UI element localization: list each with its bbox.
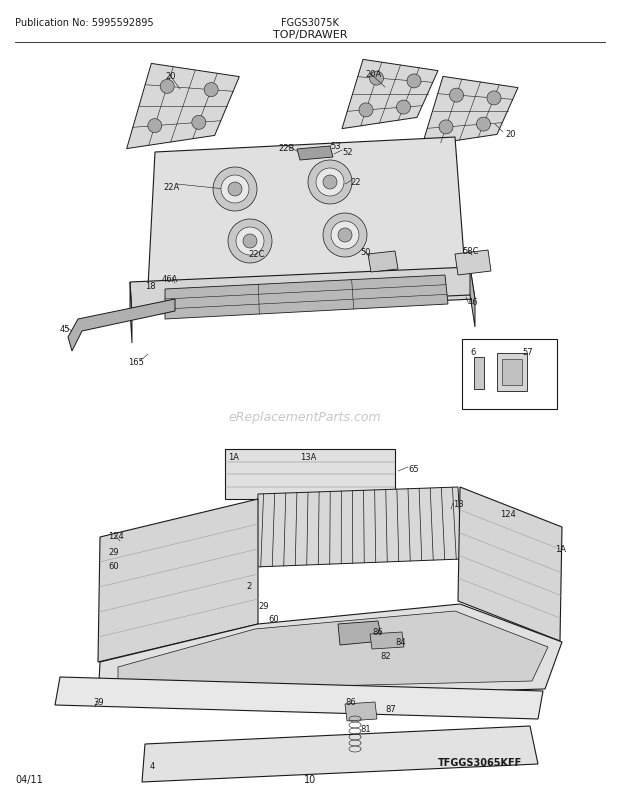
Circle shape: [192, 116, 206, 130]
Circle shape: [236, 228, 264, 256]
Text: 10: 10: [304, 774, 316, 784]
Text: 20A: 20A: [365, 70, 381, 79]
Text: 39: 39: [93, 697, 104, 706]
Text: 60: 60: [268, 614, 278, 623]
Circle shape: [487, 91, 501, 106]
Circle shape: [221, 176, 249, 204]
Text: 82: 82: [380, 651, 391, 660]
Text: 22A: 22A: [163, 183, 179, 192]
Polygon shape: [455, 251, 491, 276]
Text: 18: 18: [145, 282, 156, 290]
Text: 1A: 1A: [555, 545, 566, 553]
Polygon shape: [497, 354, 527, 391]
Polygon shape: [502, 359, 522, 386]
Text: 45: 45: [60, 325, 71, 334]
Polygon shape: [462, 339, 557, 410]
Text: 20: 20: [505, 130, 515, 139]
Text: 53: 53: [330, 142, 340, 151]
Text: 29: 29: [108, 547, 118, 557]
Polygon shape: [470, 268, 475, 327]
Text: 04/11: 04/11: [15, 774, 43, 784]
Polygon shape: [297, 147, 333, 160]
Polygon shape: [98, 604, 562, 701]
Text: eReplacementParts.com: eReplacementParts.com: [229, 411, 381, 424]
Circle shape: [450, 89, 464, 103]
Text: 124: 124: [108, 532, 124, 541]
Text: TFGGS3065KFF: TFGGS3065KFF: [438, 757, 522, 767]
Text: 22C: 22C: [248, 249, 264, 259]
Text: 29: 29: [258, 602, 268, 610]
Text: 4: 4: [150, 761, 155, 770]
Text: 13: 13: [453, 500, 464, 508]
Text: 86: 86: [372, 627, 383, 636]
Polygon shape: [474, 358, 484, 390]
Circle shape: [370, 72, 384, 86]
Polygon shape: [98, 500, 258, 662]
Text: 87: 87: [385, 704, 396, 713]
Polygon shape: [345, 702, 377, 721]
Polygon shape: [130, 268, 475, 316]
Circle shape: [148, 119, 162, 133]
Text: 46: 46: [468, 298, 479, 306]
Circle shape: [331, 221, 359, 249]
Text: 58C: 58C: [462, 247, 479, 256]
Circle shape: [359, 103, 373, 118]
Circle shape: [439, 121, 453, 135]
Circle shape: [397, 101, 410, 115]
Text: 124: 124: [500, 509, 516, 518]
Text: 65: 65: [408, 464, 419, 473]
Text: 81: 81: [360, 724, 371, 733]
Circle shape: [323, 214, 367, 257]
Text: 22: 22: [350, 178, 360, 187]
Circle shape: [477, 118, 490, 132]
Circle shape: [338, 229, 352, 243]
Polygon shape: [118, 611, 548, 691]
Text: 46A: 46A: [162, 274, 179, 284]
Text: FGGS3075K: FGGS3075K: [281, 18, 339, 28]
Circle shape: [213, 168, 257, 212]
Polygon shape: [255, 488, 462, 567]
Text: 20: 20: [165, 72, 175, 81]
Circle shape: [160, 80, 174, 94]
Text: 60: 60: [108, 561, 118, 570]
Circle shape: [308, 160, 352, 205]
Circle shape: [243, 235, 257, 249]
Text: 52: 52: [342, 148, 353, 157]
Text: 50: 50: [360, 248, 371, 257]
Text: 165: 165: [128, 358, 144, 367]
Text: 86: 86: [345, 697, 356, 706]
Polygon shape: [126, 64, 239, 149]
Circle shape: [228, 183, 242, 196]
Polygon shape: [338, 622, 382, 645]
Circle shape: [204, 83, 218, 98]
Text: 6: 6: [470, 347, 476, 357]
Text: TOP/DRAWER: TOP/DRAWER: [273, 30, 347, 40]
Polygon shape: [130, 282, 132, 343]
Polygon shape: [422, 77, 518, 147]
Polygon shape: [165, 276, 448, 320]
Text: 57: 57: [522, 347, 533, 357]
Circle shape: [323, 176, 337, 190]
Text: 22B: 22B: [278, 144, 294, 153]
Polygon shape: [458, 488, 562, 642]
Polygon shape: [55, 677, 543, 719]
Text: Publication No: 5995592895: Publication No: 5995592895: [15, 18, 154, 28]
Polygon shape: [368, 252, 398, 273]
Circle shape: [407, 75, 421, 89]
Text: 1A: 1A: [228, 452, 239, 461]
Text: 13A: 13A: [300, 452, 316, 461]
Polygon shape: [148, 138, 465, 288]
Text: 2: 2: [246, 581, 251, 590]
Polygon shape: [225, 449, 395, 500]
Polygon shape: [370, 632, 404, 649]
Polygon shape: [342, 60, 438, 129]
Polygon shape: [142, 726, 538, 782]
Polygon shape: [68, 300, 175, 351]
Text: 84: 84: [395, 638, 405, 646]
Circle shape: [316, 168, 344, 196]
Circle shape: [228, 220, 272, 264]
